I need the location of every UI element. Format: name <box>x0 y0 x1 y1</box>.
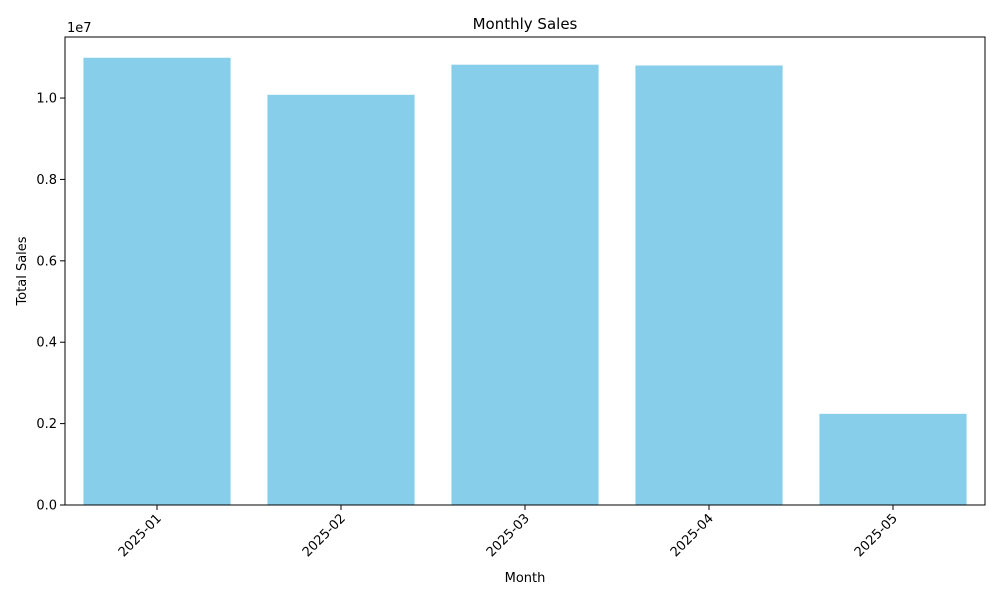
bars <box>83 57 967 506</box>
x-tick-label: 2025-02 <box>300 511 349 560</box>
bar-2025-03 <box>451 64 599 506</box>
y-axis-ticks: 0.0 0.2 0.4 0.6 0.8 1.0 <box>36 92 65 514</box>
y-tick-label: 0.6 <box>36 254 57 269</box>
x-tick-label: 2025-03 <box>484 511 533 560</box>
y-tick-label: 0.2 <box>36 417 57 432</box>
y-tick-label: 0.0 <box>36 499 57 514</box>
bar-2025-04 <box>635 65 783 506</box>
bar-2025-05 <box>819 413 967 505</box>
bar-2025-01 <box>83 57 231 505</box>
plot-frame <box>64 36 986 506</box>
y-tick-label: 0.8 <box>36 173 57 188</box>
x-axis-ticks: 2025-01 2025-02 2025-03 2025-04 2025-05 <box>116 505 901 560</box>
x-axis-title: Month <box>505 571 546 586</box>
y-tick-label: 1.0 <box>36 92 57 107</box>
x-tick-label: 2025-01 <box>116 511 165 560</box>
x-tick-label: 2025-05 <box>852 511 901 560</box>
bar-2025-02 <box>267 94 415 505</box>
y-axis-title: Total Sales <box>15 236 30 306</box>
y-tick-label: 0.4 <box>36 336 57 351</box>
x-tick-label: 2025-04 <box>668 511 717 560</box>
chart-title: Monthly Sales <box>473 15 578 33</box>
y-scale-label: 1e7 <box>67 21 92 36</box>
